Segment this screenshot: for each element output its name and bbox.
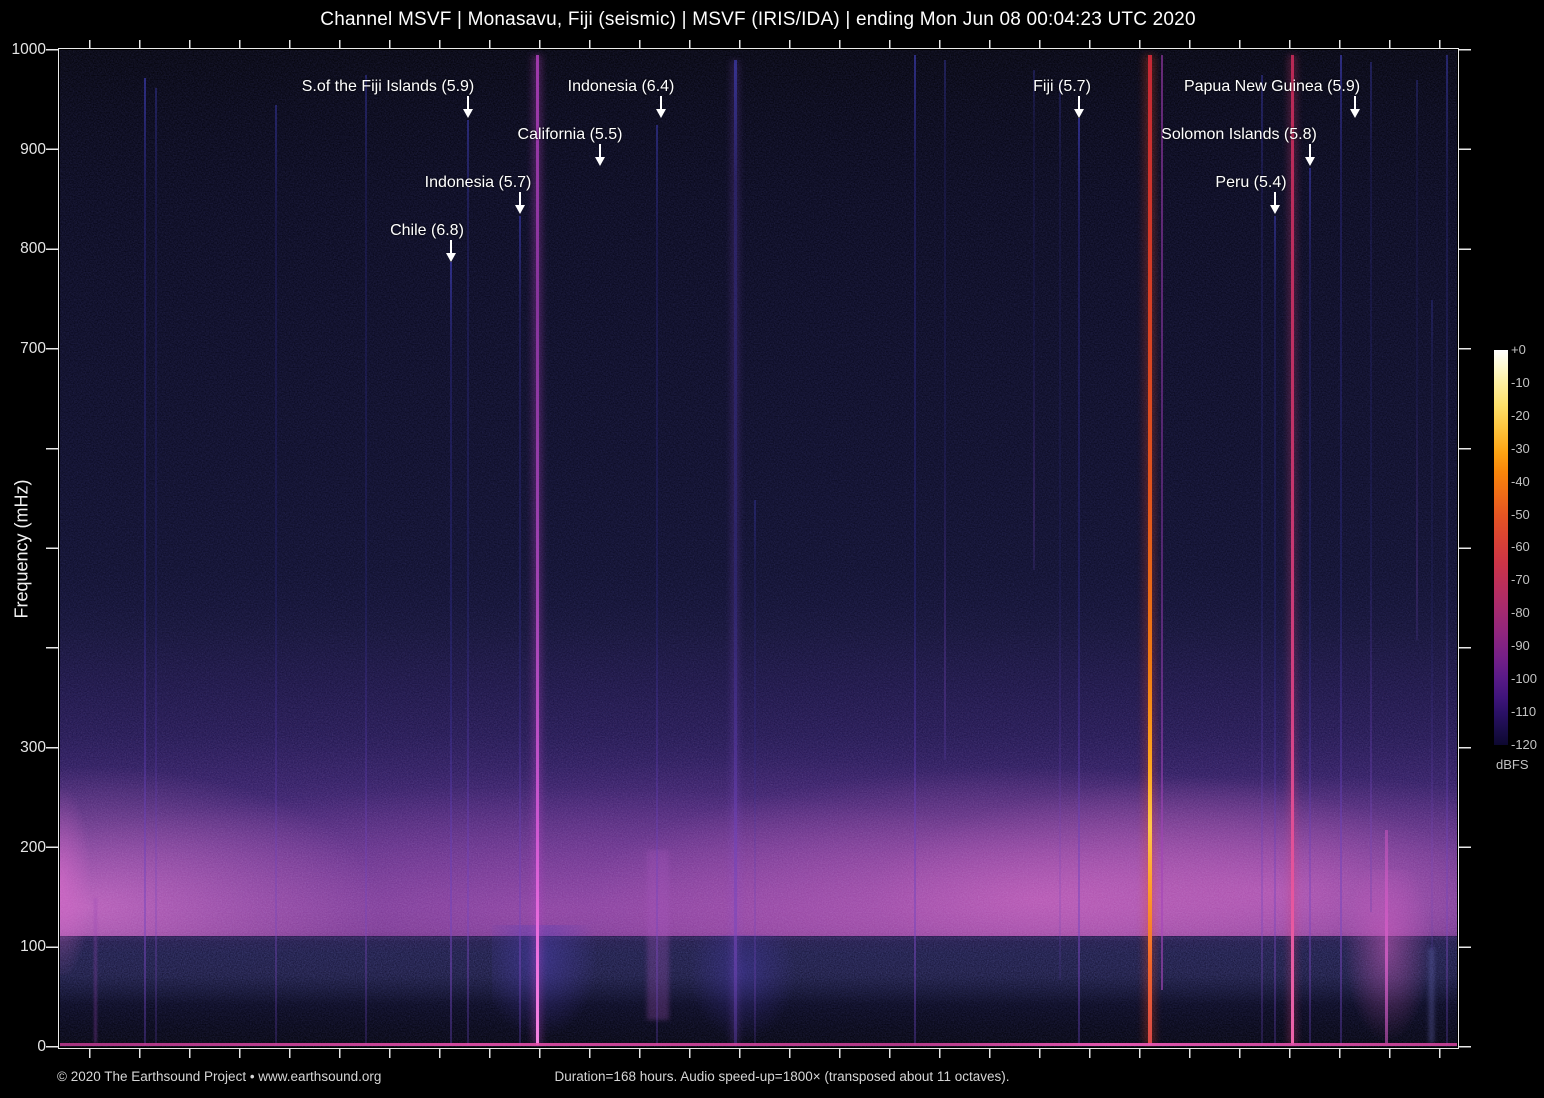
seismic-event-trace bbox=[944, 60, 946, 760]
seismic-event-trace bbox=[1340, 55, 1342, 1045]
y-tick-label: 900 bbox=[20, 141, 46, 158]
y-tick-label: 100 bbox=[20, 938, 46, 955]
down-arrow-icon bbox=[463, 96, 473, 118]
annotation-chile: Chile (6.8) bbox=[390, 222, 464, 239]
seismic-event-trace bbox=[144, 78, 146, 1045]
y-tick-label: 1000 bbox=[11, 41, 46, 58]
x-axis-ticks-bottom bbox=[60, 1049, 1457, 1058]
seismic-event-trace bbox=[1370, 62, 1372, 912]
colorbar-tick-label: -60 bbox=[1511, 539, 1530, 554]
y-tick-label: 300 bbox=[20, 739, 46, 756]
down-arrow-icon bbox=[656, 96, 666, 118]
colorbar-tick-label: -70 bbox=[1511, 572, 1530, 587]
seismic-event-trace-indonesia-64 bbox=[734, 60, 737, 1045]
y-axis-ticks-left bbox=[46, 49, 59, 1048]
colorbar-tick-label: -110 bbox=[1511, 704, 1537, 719]
colorbar bbox=[1494, 350, 1508, 745]
colorbar-tick-label: -30 bbox=[1511, 441, 1530, 456]
spectrogram-canvas bbox=[60, 50, 1457, 1047]
seismic-event-trace-solomon bbox=[1309, 168, 1311, 1045]
footer-credit: © 2020 The Earthsound Project • www.eart… bbox=[57, 1069, 382, 1084]
colorbar-tick-label: -80 bbox=[1511, 605, 1530, 620]
annotation-indonesia-64: Indonesia (6.4) bbox=[567, 78, 675, 95]
footer-duration-info: Duration=168 hours. Audio speed-up=1800×… bbox=[554, 1069, 1010, 1084]
seismic-event-trace-bright-red bbox=[1148, 55, 1152, 1045]
seismic-event-trace-california bbox=[656, 125, 658, 1045]
colorbar-tick-label: -100 bbox=[1511, 671, 1538, 686]
colorbar-tick-label: -90 bbox=[1511, 638, 1530, 653]
annotation-peru: Peru (5.4) bbox=[1215, 174, 1287, 191]
seismic-event-trace bbox=[1033, 70, 1035, 570]
down-arrow-icon bbox=[1305, 144, 1315, 166]
seismic-event-trace-bright-magenta bbox=[536, 55, 539, 1045]
down-arrow-icon bbox=[595, 144, 605, 166]
seismic-event-trace-s-fiji bbox=[467, 120, 469, 1045]
seismic-event-trace-peru bbox=[1274, 216, 1276, 1045]
seismic-event-trace-chile bbox=[450, 262, 452, 1045]
noise-blob bbox=[60, 790, 90, 975]
noise-blob bbox=[492, 925, 597, 1037]
pink-noise-texture bbox=[60, 606, 1457, 936]
seismic-event-trace bbox=[1161, 55, 1163, 990]
y-tick-label: 800 bbox=[20, 240, 46, 257]
colorbar-tick-label: -50 bbox=[1511, 507, 1530, 522]
colorbar-unit-label: dBFS bbox=[1496, 757, 1529, 772]
seismic-event-trace bbox=[1059, 80, 1061, 980]
y-tick-label: 0 bbox=[37, 1038, 46, 1055]
seismic-event-trace bbox=[914, 55, 916, 1045]
down-arrow-icon bbox=[1074, 96, 1084, 118]
seismic-event-trace bbox=[275, 105, 277, 1045]
seismic-event-trace-png bbox=[1385, 830, 1388, 1043]
annotation-s-of-the-fiji-islands: S.of the Fiji Islands (5.9) bbox=[301, 78, 475, 95]
seismic-event-trace-bright-crimson bbox=[1291, 55, 1294, 1045]
down-arrow-icon bbox=[446, 240, 456, 262]
seismic-event-trace-indonesia-57 bbox=[519, 216, 521, 1045]
noise-blob bbox=[690, 935, 795, 1040]
seismic-event-trace bbox=[1416, 80, 1418, 640]
dc-component-line bbox=[60, 1043, 1457, 1046]
down-arrow-icon bbox=[515, 192, 525, 214]
seismic-event-trace bbox=[155, 88, 157, 1045]
y-tick-label: 700 bbox=[20, 340, 46, 357]
colorbar-tick-label: -40 bbox=[1511, 474, 1530, 489]
y-axis-ticks-right bbox=[1458, 49, 1471, 1048]
down-arrow-icon bbox=[1350, 96, 1360, 118]
down-arrow-icon bbox=[1270, 192, 1280, 214]
seismic-event-trace-fiji bbox=[1078, 118, 1080, 1045]
noise-blob bbox=[1429, 948, 1434, 1043]
seismic-event-trace bbox=[1261, 75, 1263, 1045]
seismic-event-trace bbox=[1446, 55, 1448, 1045]
noise-blob bbox=[94, 898, 97, 1043]
seismic-event-trace bbox=[754, 500, 756, 1045]
seismic-event-trace bbox=[365, 75, 367, 1045]
page-title: Channel MSVF | Monasavu, Fiji (seismic) … bbox=[320, 9, 1196, 30]
bottom-navy-noise-texture bbox=[60, 937, 1457, 1003]
annotation-papua-new-guinea: Papua New Guinea (5.9) bbox=[1183, 78, 1361, 95]
colorbar-tick-label: +0 bbox=[1511, 342, 1526, 357]
annotation-solomon-islands: Solomon Islands (5.8) bbox=[1161, 126, 1317, 143]
seismic-event-trace bbox=[1431, 300, 1433, 950]
x-axis-ticks-top bbox=[60, 40, 1457, 49]
colorbar-tick-label: -20 bbox=[1511, 408, 1530, 423]
y-tick-label: 200 bbox=[20, 839, 46, 856]
annotation-fiji: Fiji (5.7) bbox=[1033, 78, 1091, 95]
annotation-california: California (5.5) bbox=[517, 126, 623, 143]
noise-blob bbox=[647, 850, 669, 1020]
colorbar-tick-label: -10 bbox=[1511, 375, 1530, 390]
y-axis-label: Frequency (mHz) bbox=[11, 479, 32, 619]
annotation-indonesia-57: Indonesia (5.7) bbox=[424, 174, 532, 191]
colorbar-tick-label: -120 bbox=[1511, 737, 1538, 752]
